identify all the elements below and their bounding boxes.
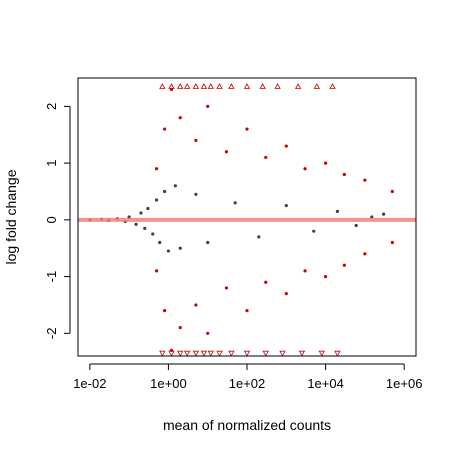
nonsignificant-point-22 bbox=[312, 229, 316, 233]
nonsignificant-point-15 bbox=[173, 184, 177, 188]
nonsignificant-point-24 bbox=[354, 223, 358, 228]
significant-point-19 bbox=[194, 303, 198, 307]
significant-point-0 bbox=[154, 167, 159, 171]
clipped-down-marker-4 bbox=[192, 350, 200, 357]
x-tick-label-4: 1e+06 bbox=[386, 376, 423, 391]
nonsignificant-point-25 bbox=[370, 215, 374, 219]
clipped-up-marker-11 bbox=[274, 83, 281, 89]
significant-point-16 bbox=[163, 309, 167, 313]
significant-point-18 bbox=[178, 326, 182, 330]
clipped-up-marker-14 bbox=[329, 83, 336, 89]
significant-point-9 bbox=[284, 144, 288, 148]
clipped-down-marker-3 bbox=[183, 350, 191, 357]
nonsignificant-point-14 bbox=[166, 249, 171, 253]
y-tick-label-1: -1 bbox=[44, 271, 59, 283]
clipped-down-marker-1 bbox=[168, 350, 175, 357]
significant-point-26 bbox=[323, 274, 328, 279]
clipped-up-marker-10 bbox=[259, 83, 266, 89]
nonsignificant-point-13 bbox=[163, 189, 167, 194]
clipped-up-marker-8 bbox=[228, 83, 235, 89]
significant-point-20 bbox=[206, 331, 210, 335]
clipped-up-marker-1 bbox=[168, 83, 175, 89]
clipped-up-marker-3 bbox=[183, 83, 191, 89]
nonsignificant-point-6 bbox=[134, 222, 138, 226]
nonsignificant-point-18 bbox=[206, 240, 210, 245]
clipped-down-marker-14 bbox=[334, 350, 341, 357]
nonsignificant-point-16 bbox=[178, 246, 182, 250]
clipped-up-marker-2 bbox=[177, 83, 184, 89]
y-axis: -2 -1 0 1 2 bbox=[44, 103, 71, 340]
clipped-down-marker-7 bbox=[216, 350, 223, 357]
significant-point-7 bbox=[245, 127, 249, 131]
clipped-down-marker-11 bbox=[279, 350, 286, 357]
x-tick-label-3: 1e+04 bbox=[307, 376, 344, 391]
significant-point-24 bbox=[284, 291, 288, 296]
clipped-down-marker-2 bbox=[177, 350, 184, 357]
y-tick-label-2: 0 bbox=[44, 216, 59, 223]
nonsignificant-point-17 bbox=[194, 192, 198, 196]
nonsignificant-point-8 bbox=[143, 226, 147, 230]
clipped-down-marker-0 bbox=[159, 350, 166, 357]
points-layer bbox=[88, 83, 394, 357]
y-tick-label-0: -2 bbox=[44, 328, 59, 340]
x-axis-title: mean of normalized counts bbox=[163, 417, 331, 433]
clipped-down-marker-5 bbox=[200, 350, 208, 357]
significant-point-15 bbox=[154, 269, 159, 273]
significant-point-8 bbox=[264, 155, 268, 160]
nonsignificant-point-5 bbox=[127, 215, 131, 219]
significant-point-14 bbox=[390, 189, 394, 194]
significant-point-27 bbox=[342, 263, 346, 267]
significant-point-12 bbox=[342, 172, 346, 177]
significant-point-23 bbox=[264, 280, 268, 284]
clipped-down-marker-9 bbox=[243, 350, 251, 357]
y-axis-title: log fold change bbox=[3, 169, 19, 264]
clipped-up-marker-5 bbox=[200, 83, 208, 89]
clipped-down-marker-10 bbox=[262, 350, 269, 357]
clipped-down-marker-8 bbox=[228, 350, 235, 357]
clipped-down-marker-6 bbox=[207, 350, 214, 357]
nonsignificant-point-23 bbox=[335, 209, 340, 213]
nonsignificant-point-10 bbox=[151, 232, 155, 236]
significant-point-3 bbox=[178, 116, 182, 120]
clipped-up-marker-9 bbox=[243, 83, 251, 89]
clipped-up-marker-7 bbox=[216, 83, 223, 89]
plot-frame bbox=[77, 77, 417, 357]
clipped-up-marker-12 bbox=[294, 83, 302, 89]
clipped-up-marker-4 bbox=[192, 83, 200, 89]
nonsignificant-point-11 bbox=[154, 198, 159, 202]
significant-point-13 bbox=[363, 178, 367, 182]
significant-point-28 bbox=[363, 252, 367, 256]
significant-point-10 bbox=[303, 167, 307, 171]
significant-point-1 bbox=[163, 127, 167, 131]
nonsignificant-point-7 bbox=[139, 211, 143, 215]
nonsignificant-point-9 bbox=[146, 206, 150, 211]
y-tick-label-3: 1 bbox=[44, 159, 59, 166]
significant-point-25 bbox=[303, 269, 307, 273]
x-tick-label-1: 1e+00 bbox=[150, 376, 187, 391]
x-axis: 1e-02 1e+00 1e+02 1e+04 1e+06 bbox=[73, 363, 423, 391]
clipped-up-marker-13 bbox=[313, 83, 321, 89]
significant-point-6 bbox=[224, 150, 229, 154]
significant-point-22 bbox=[245, 309, 249, 313]
significant-point-4 bbox=[194, 138, 198, 143]
clipped-down-marker-13 bbox=[318, 350, 325, 357]
clipped-down-marker-12 bbox=[298, 350, 306, 357]
x-tick-label-2: 1e+02 bbox=[229, 376, 266, 391]
significant-point-5 bbox=[206, 104, 210, 108]
significant-point-11 bbox=[323, 161, 328, 165]
nonsignificant-point-26 bbox=[382, 212, 386, 216]
x-tick-label-0: 1e-02 bbox=[73, 376, 106, 391]
clipped-up-marker-0 bbox=[159, 83, 166, 89]
nonsignificant-point-20 bbox=[257, 235, 261, 239]
nonsignificant-point-19 bbox=[233, 201, 237, 205]
significant-point-29 bbox=[390, 240, 394, 245]
y-tick-label-4: 2 bbox=[44, 103, 59, 110]
significant-point-21 bbox=[224, 286, 229, 290]
clipped-up-marker-6 bbox=[207, 83, 214, 89]
nonsignificant-point-12 bbox=[158, 240, 162, 245]
nonsignificant-point-21 bbox=[284, 204, 288, 208]
